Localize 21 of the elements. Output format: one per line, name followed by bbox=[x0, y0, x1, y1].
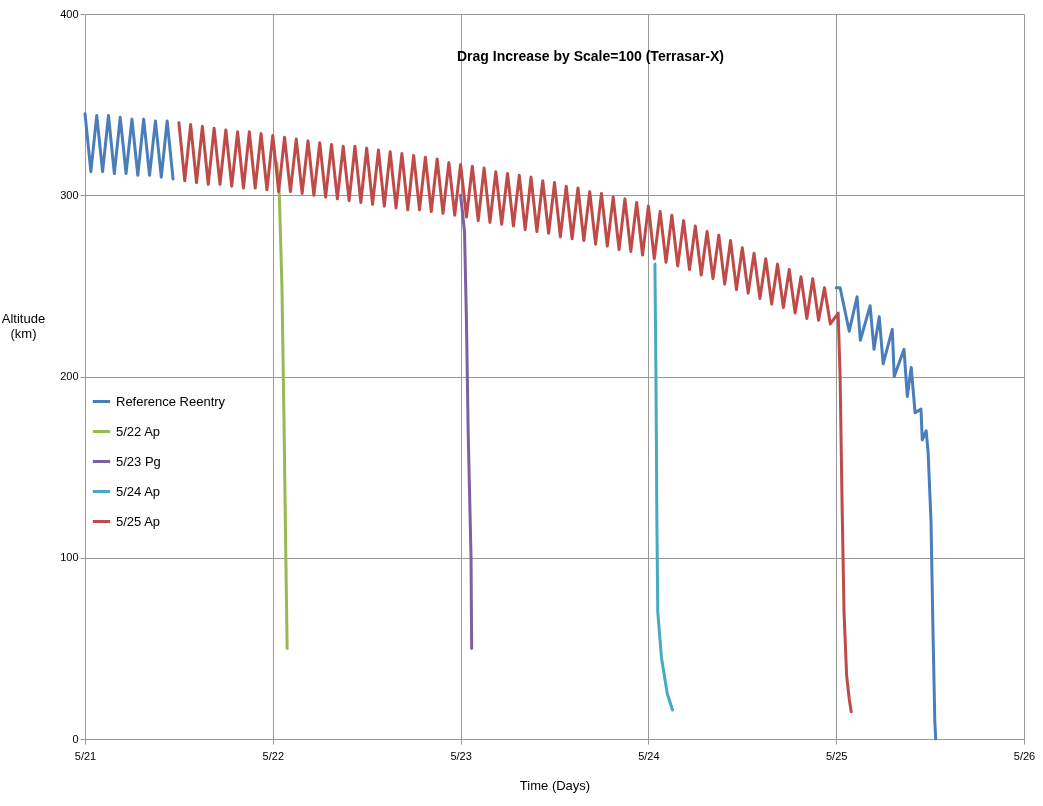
legend-label: 5/25 Ap bbox=[116, 513, 161, 529]
x-axis-title: Time (Days) bbox=[519, 777, 591, 793]
x-tick-label: 5/21 bbox=[74, 749, 97, 762]
line-series bbox=[459, 193, 474, 650]
y-axis-title: Altitude (km) bbox=[1, 311, 46, 342]
legend-label: 5/22 Ap bbox=[116, 423, 161, 439]
text: Drag Increase by Scale=100 (Terrasar-X) bbox=[456, 48, 725, 64]
legend-label: 5/24 Ap bbox=[116, 483, 161, 499]
y-tick-label: 300 bbox=[60, 188, 79, 201]
x-tick-label: 5/22 bbox=[262, 749, 285, 762]
y-tick-label: 100 bbox=[60, 551, 79, 564]
x-tick-label: 5/24 bbox=[638, 749, 660, 762]
line-series bbox=[275, 161, 289, 650]
y-tick-label: 0 bbox=[72, 732, 79, 745]
legend-label: Reference Reentry bbox=[116, 393, 226, 409]
y-tick-label: 200 bbox=[60, 370, 79, 382]
legend-label: 5/23 Pg bbox=[116, 453, 161, 469]
x-tick-label: 5/23 bbox=[450, 749, 472, 762]
y-tick-label: 400 bbox=[60, 7, 79, 20]
x-tick-label: 5/26 bbox=[1013, 749, 1036, 762]
x-tick-label: 5/25 bbox=[825, 749, 848, 762]
